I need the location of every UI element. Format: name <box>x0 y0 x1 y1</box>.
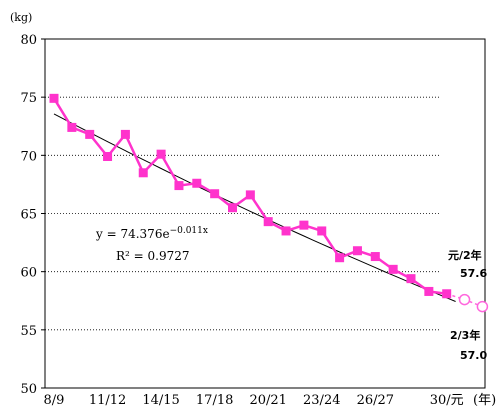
annotation-1-value: 57.6 <box>460 267 487 280</box>
x-tick-label: 17/18 <box>196 393 233 408</box>
data-point <box>210 189 220 199</box>
annotation-2-label: 2/3年 <box>450 328 480 342</box>
data-point <box>263 217 273 227</box>
x-tick-label: 14/15 <box>142 393 179 408</box>
annotation-1-label: 元/2年 <box>448 248 482 262</box>
trendline-equation: y = 74.376e−0.011x R² = 0.9727 <box>95 226 208 263</box>
y-tick-label: 50 <box>20 382 37 397</box>
x-axis-unit: (年) <box>473 393 496 408</box>
data-point <box>103 151 113 161</box>
data-point <box>85 129 95 139</box>
data-point <box>49 93 59 103</box>
gridlines <box>45 96 440 331</box>
x-tick-label: 8/9 <box>44 393 65 408</box>
y-tick-label: 75 <box>20 91 37 106</box>
data-point <box>138 168 148 178</box>
y-axis-unit: (kg) <box>10 11 32 24</box>
data-point <box>352 246 362 256</box>
annotation-1: 元/2年 57.6 <box>448 248 487 280</box>
data-points <box>49 93 489 313</box>
data-point <box>156 149 166 159</box>
y-tick-label: 55 <box>20 324 37 339</box>
data-point <box>424 286 434 296</box>
data-point <box>388 264 398 274</box>
y-tick-label: 65 <box>20 208 37 223</box>
data-point <box>192 178 202 188</box>
equation-text: y = 74.376e <box>95 227 170 241</box>
equation-exponent: −0.011x <box>170 226 208 236</box>
x-axis-ticks: 8/9 11/12 14/15 17/18 20/21 23/24 26/27 30/元 <box>44 393 464 408</box>
forecast-point <box>458 293 471 306</box>
x-tick-label: 11/12 <box>89 393 126 408</box>
data-point <box>317 226 327 236</box>
x-tick-label: 20/21 <box>249 393 286 408</box>
data-point <box>228 203 237 213</box>
data-point <box>281 226 291 236</box>
plot-frame <box>44 38 486 389</box>
x-tick-label: 30/元 <box>430 393 464 408</box>
x-tick-label: 26/27 <box>357 393 394 408</box>
annotation-2-value: 57.0 <box>460 349 487 362</box>
annotation-2: 2/3年 57.0 <box>450 328 487 362</box>
data-point <box>406 274 416 284</box>
y-tick-label: 80 <box>20 33 37 48</box>
y-tick-label: 70 <box>20 149 37 164</box>
data-point <box>442 289 452 299</box>
svg-text:y = 74.376e−0.011x: y = 74.376e−0.011x <box>95 226 208 241</box>
data-point <box>370 252 380 262</box>
data-point <box>174 181 184 191</box>
data-point <box>245 190 255 200</box>
data-point <box>67 122 77 132</box>
data-point <box>335 253 345 263</box>
r-squared: R² = 0.9727 <box>116 249 190 263</box>
data-point <box>120 129 130 139</box>
y-tick-label: 60 <box>20 266 37 281</box>
forecast-point <box>476 300 489 313</box>
x-tick-label: 23/24 <box>303 393 340 408</box>
data-point <box>299 220 309 230</box>
y-axis-ticks: 50 55 60 65 70 75 80 <box>20 33 45 397</box>
